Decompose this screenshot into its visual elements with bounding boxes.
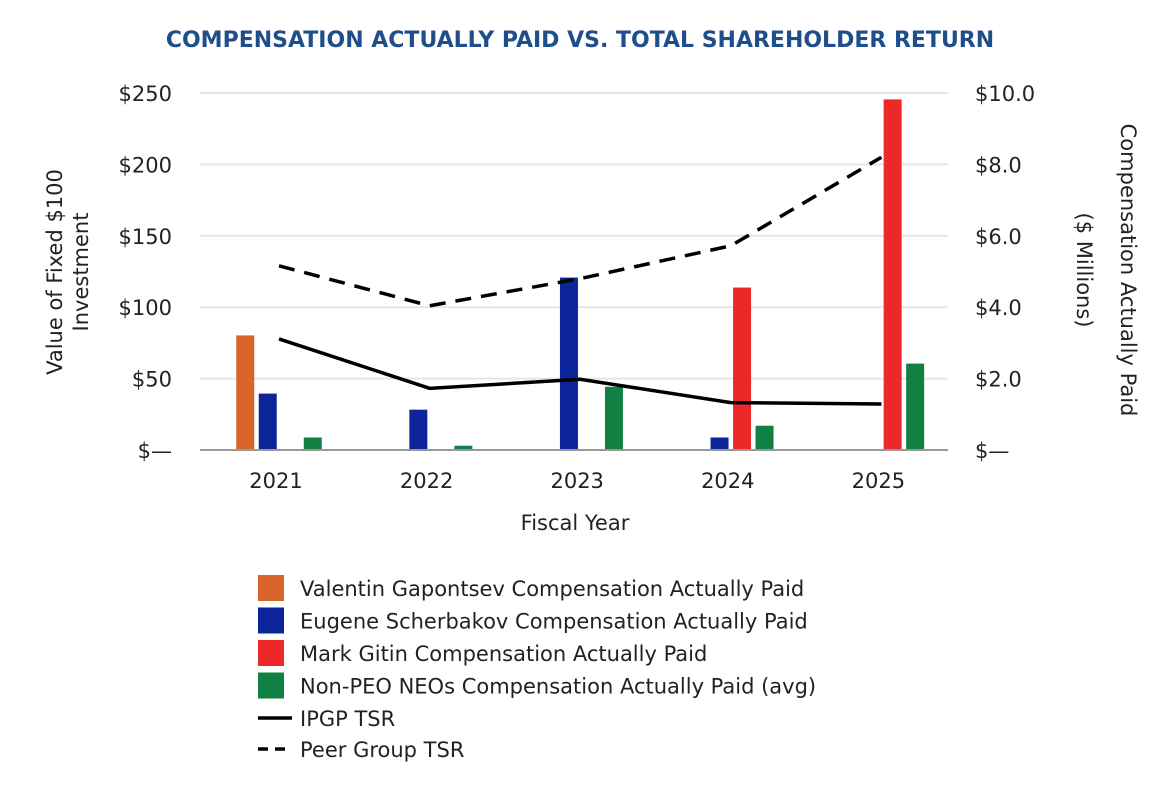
y-tick-label-left: $150 [119, 225, 172, 249]
y-axis-title-left: Value of Fixed $100 Investment [43, 169, 93, 375]
legend-swatch [258, 607, 284, 634]
y-tick-label-left: $50 [132, 368, 172, 392]
x-tick-label: 2022 [400, 469, 453, 493]
legend-label: Mark Gitin Compensation Actually Paid [300, 642, 707, 666]
y-tick-label-left: $100 [119, 296, 172, 320]
legend-label: IPGP TSR [300, 707, 395, 731]
y-tick-label-right: $6.0 [975, 225, 1022, 249]
bar-3-2023 [604, 386, 623, 450]
y-axis-title-left-line: Value of Fixed $100 [43, 169, 67, 375]
x-tick-label: 2023 [550, 469, 603, 493]
y-tick-label-right: $— [975, 439, 1009, 463]
y-axis-title-right-line: Compensation Actually Paid [1116, 124, 1140, 417]
x-tick-label: 2025 [852, 469, 905, 493]
y-tick-label-left: $250 [119, 82, 172, 106]
bar-3-2021 [303, 437, 322, 450]
x-tick-label: 2021 [249, 469, 302, 493]
line-series-1 [278, 155, 883, 308]
y-axis-title-right-line: ($ Millions) [1072, 213, 1096, 328]
line-series-0 [278, 337, 882, 406]
legend-label: Non-PEO NEOs Compensation Actually Paid … [300, 675, 816, 699]
y-tick-label-right: $2.0 [975, 368, 1022, 392]
bar-3-2025 [906, 363, 925, 450]
y-tick-label-right: $8.0 [975, 153, 1022, 177]
x-tick-label: 2024 [701, 469, 754, 493]
bar-2-2024 [733, 287, 752, 450]
bar-1-2022 [409, 409, 428, 450]
bar-0-2021 [236, 335, 255, 450]
y-tick-label-right: $10.0 [975, 82, 1035, 106]
y-tick-label-left: $— [138, 439, 172, 463]
legend-swatch [258, 640, 284, 666]
bar-1-2021 [258, 393, 277, 450]
x-axis-title: Fiscal Year [521, 511, 630, 535]
legend-swatch [258, 672, 284, 699]
y-axis-title-right: Compensation Actually Paid ($ Millions) [1072, 124, 1140, 417]
chart-title: COMPENSATION ACTUALLY PAID VS. TOTAL SHA… [166, 28, 994, 53]
bar-3-2022 [454, 445, 473, 450]
bar-2-2025 [883, 99, 902, 451]
y-axis-title-left-line: Investment [69, 213, 93, 332]
legend-label: Peer Group TSR [300, 738, 464, 762]
bar-3-2024 [755, 425, 774, 450]
bar-1-2023 [559, 277, 578, 450]
legend-label: Eugene Scherbakov Compensation Actually … [300, 610, 808, 634]
y-tick-label-right: $4.0 [975, 296, 1022, 320]
legend-label: Valentin Gapontsev Compensation Actually… [300, 577, 804, 601]
y-tick-label-left: $200 [119, 153, 172, 177]
bar-1-2024 [710, 437, 729, 450]
legend-swatch [258, 575, 284, 601]
